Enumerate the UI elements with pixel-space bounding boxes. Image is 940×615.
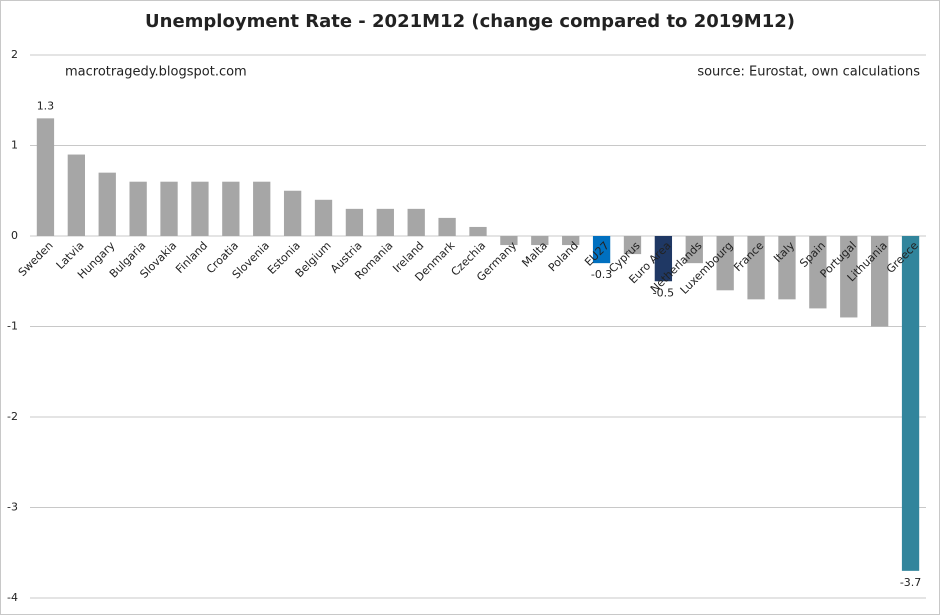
y-tick-label: 1 [11, 139, 18, 152]
y-tick-label: -1 [7, 320, 18, 333]
bar [160, 181, 178, 236]
bar [716, 236, 734, 291]
bar [345, 208, 364, 236]
bar [191, 181, 209, 236]
data-label: -0.5 [653, 286, 674, 299]
bar [253, 181, 271, 236]
bar [469, 226, 487, 236]
data-label: -0.3 [591, 268, 612, 281]
annotation: source: Eurostat, own calculations [697, 65, 920, 80]
data-label: 1.3 [37, 99, 55, 112]
y-tick-label: -3 [7, 501, 18, 514]
y-tick-label: -2 [7, 410, 18, 423]
y-tick-label: 0 [11, 229, 18, 242]
bar [438, 217, 456, 236]
bar [685, 236, 703, 264]
y-tick-label: -4 [7, 591, 18, 604]
bar [809, 236, 827, 309]
bar [562, 236, 580, 246]
bar [129, 181, 147, 236]
y-tick-label: 2 [11, 48, 18, 61]
bar [654, 236, 673, 282]
bar [67, 154, 85, 236]
bar [500, 236, 518, 246]
bar [314, 199, 333, 236]
bar [592, 236, 611, 264]
bar [747, 236, 765, 300]
bar [283, 190, 302, 236]
bar [871, 236, 889, 327]
data-label: -3.7 [900, 576, 921, 589]
bar [36, 118, 55, 236]
bar [407, 208, 425, 236]
bar [376, 208, 394, 236]
bar [98, 172, 116, 236]
bar [840, 236, 858, 318]
bar [901, 236, 920, 571]
chart-title: Unemployment Rate - 2021M12 (change comp… [145, 11, 795, 32]
bar [222, 181, 240, 236]
bar [778, 236, 796, 300]
bar [531, 236, 549, 246]
annotation: macrotragedy.blogspot.com [65, 65, 247, 80]
bar [623, 236, 642, 255]
